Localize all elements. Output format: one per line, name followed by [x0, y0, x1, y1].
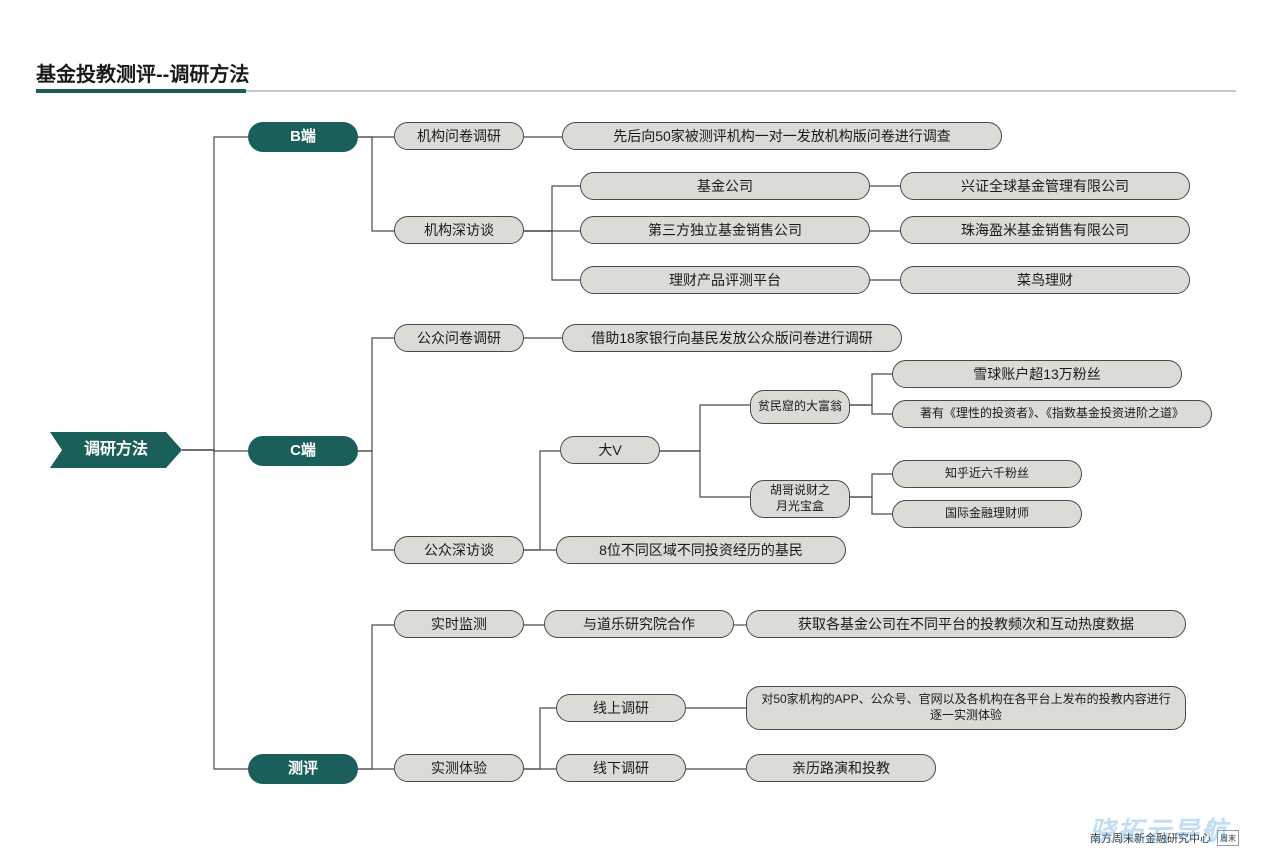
footer-logo: 周末	[1217, 830, 1239, 846]
b-cat3-ex: 菜鸟理财	[900, 266, 1190, 294]
e-offline-desc: 亲历路演和投教	[746, 754, 936, 782]
c-survey: 公众问卷调研	[394, 324, 524, 352]
c-v1a: 雪球账户超13万粉丝	[892, 360, 1182, 388]
c-v1: 贫民窟的大富翁	[750, 390, 850, 424]
c-v2a: 知乎近六千粉丝	[892, 460, 1082, 488]
c-v2: 胡哥说财之 月光宝盒	[750, 480, 850, 518]
b-cat2: 第三方独立基金销售公司	[580, 216, 870, 244]
main-eval: 测评	[248, 754, 358, 784]
root-node: 调研方法	[50, 432, 182, 468]
main-b: B端	[248, 122, 358, 152]
e-test: 实测体验	[394, 754, 524, 782]
e-online-desc: 对50家机构的APP、公众号、官网以及各机构在各平台上发布的投教内容进行逐一实测…	[746, 686, 1186, 730]
e-monitor: 实时监测	[394, 610, 524, 638]
footer: 南方周末新金融研究中心 周末	[1090, 830, 1239, 846]
c-survey-desc: 借助18家银行向基民发放公众版问卷进行调研	[562, 324, 902, 352]
b-cat1-ex: 兴证全球基金管理有限公司	[900, 172, 1190, 200]
c-interview-desc: 8位不同区域不同投资经历的基民	[556, 536, 846, 564]
footer-text: 南方周末新金融研究中心	[1090, 830, 1211, 846]
b-cat2-ex: 珠海盈米基金销售有限公司	[900, 216, 1190, 244]
c-v1b: 著有《理性的投资者》、《指数基金投资进阶之道》	[892, 400, 1212, 428]
b-cat1: 基金公司	[580, 172, 870, 200]
page-title: 基金投教测评--调研方法	[36, 58, 249, 87]
c-interview: 公众深访谈	[394, 536, 524, 564]
e-online: 线上调研	[556, 694, 686, 722]
e-offline: 线下调研	[556, 754, 686, 782]
c-v2b: 国际金融理财师	[892, 500, 1082, 528]
b-cat3: 理财产品评测平台	[580, 266, 870, 294]
c-dav: 大V	[560, 436, 660, 464]
main-c: C端	[248, 436, 358, 466]
title-underline	[36, 90, 1236, 92]
b-survey-desc: 先后向50家被测评机构一对一发放机构版问卷进行调查	[562, 122, 1002, 150]
b-survey: 机构问卷调研	[394, 122, 524, 150]
e-monitor-a: 与道乐研究院合作	[544, 610, 734, 638]
e-monitor-b: 获取各基金公司在不同平台的投教频次和互动热度数据	[746, 610, 1186, 638]
b-interview: 机构深访谈	[394, 216, 524, 244]
